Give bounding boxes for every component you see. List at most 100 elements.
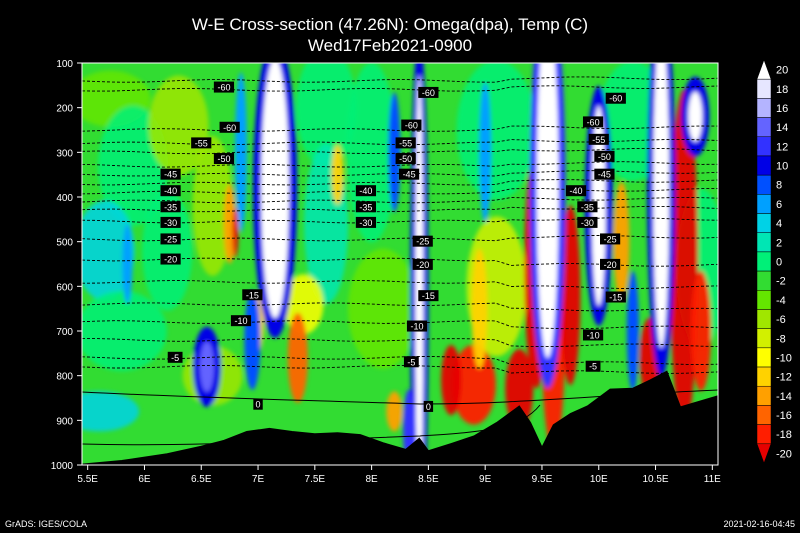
contour-label: -15 <box>422 291 435 301</box>
contour-label-bg <box>577 216 598 228</box>
contour-label: -45 <box>598 170 611 180</box>
x-tick-label: 8.5E <box>418 474 439 485</box>
contour-label-bg <box>423 400 434 412</box>
contour-label: -55 <box>399 138 412 148</box>
contour-label-bg <box>594 150 615 162</box>
contour-label: -10 <box>234 316 247 326</box>
contour-label-bg <box>395 153 416 165</box>
contour-label-bg <box>219 121 240 133</box>
contour-label-bg <box>582 116 604 128</box>
colorbar-label: -20 <box>776 448 792 460</box>
colorbar-cell <box>756 117 772 138</box>
colorbar-label: -14 <box>776 391 792 403</box>
colorbar-label: 8 <box>776 180 782 192</box>
colorbar-label: 4 <box>776 218 782 230</box>
contour-label-bg <box>230 315 252 327</box>
contour-label: -55 <box>195 138 208 148</box>
colorbar-cell <box>756 443 772 464</box>
colorbar-cell <box>756 309 772 329</box>
colorbar-label: 12 <box>776 141 788 153</box>
y-tick-label: 400 <box>56 193 73 204</box>
colorbar-label: -4 <box>776 295 786 307</box>
contour-label: -20 <box>604 260 617 270</box>
contour-label: -30 <box>581 218 594 228</box>
contour-label: -35 <box>164 202 177 212</box>
contour-label: -10 <box>587 330 600 340</box>
contour-label-bg <box>160 201 181 213</box>
colorbar-label: -16 <box>776 410 792 422</box>
contour-label-bg <box>605 92 626 104</box>
contour-label: -10 <box>411 322 424 332</box>
colorbar-label: 18 <box>776 84 788 96</box>
colorbar-cell <box>756 290 772 310</box>
colorbar-cell <box>756 213 772 233</box>
colorbar-cell <box>756 405 772 425</box>
contour-label: -15 <box>609 293 622 303</box>
contour-label-bg <box>600 233 621 245</box>
contour-label-bg <box>398 168 420 180</box>
contour-label-bg <box>355 185 377 197</box>
contour-label: -55 <box>592 135 605 145</box>
y-tick-label: 800 <box>56 372 73 383</box>
colorbar-label: 0 <box>776 257 782 269</box>
contour-label-bg <box>242 289 263 301</box>
x-tick-label: 10.5E <box>642 474 668 485</box>
x-tick-label: 9E <box>479 474 492 485</box>
contour-label-bg <box>160 185 181 197</box>
contour-label: -60 <box>223 123 236 133</box>
contour-label-bg <box>401 119 422 131</box>
contour-label-bg <box>191 137 212 149</box>
colorbar-cell <box>756 366 772 387</box>
contour-label-bg <box>577 201 598 213</box>
colorbar-cell <box>756 136 772 157</box>
x-tick-label: 8E <box>365 474 378 485</box>
contour-label: -45 <box>403 170 416 180</box>
x-tick-label: 9.5E <box>532 474 553 485</box>
colorbar: 20181614121086420-2-4-6-8-10-12-14-16-18… <box>756 59 792 464</box>
contour-label-bg <box>160 233 181 245</box>
contour-label: -60 <box>609 94 622 104</box>
x-tick-label: 5.5E <box>77 474 98 485</box>
colorbar-cell <box>756 174 772 195</box>
contour-label: -15 <box>246 290 259 300</box>
colorbar-label: 10 <box>776 161 788 173</box>
contour-label: -30 <box>164 218 177 228</box>
colorbar-cell <box>756 385 772 406</box>
contour-label-bg <box>605 291 626 303</box>
contour-label: -20 <box>416 260 429 270</box>
y-tick-label: 500 <box>56 238 73 249</box>
contour-label: -50 <box>217 154 230 164</box>
contour-label-bg <box>418 86 439 98</box>
contour-label: -30 <box>359 218 372 228</box>
colorbar-cell <box>756 232 772 253</box>
colorbar-cell <box>756 251 772 272</box>
contour-label: -40 <box>359 186 372 196</box>
colorbar-label: -6 <box>776 314 786 326</box>
y-axis: 100 200 300 400 500 600 700 800 900 1000 <box>51 59 82 472</box>
contour-label-bg <box>160 253 181 265</box>
contour-label-bg <box>213 81 235 93</box>
contour-label-bg <box>418 290 439 302</box>
contour-label: -35 <box>359 202 372 212</box>
terrain <box>82 370 718 465</box>
contour-label: 0 <box>256 400 261 410</box>
x-axis: 5.5E 6E 6.5E 7E 7.5E 8E 8.5E 9E 9.5E 10E 10.5E 11E <box>77 465 721 485</box>
chart-subtitle: Wed17Feb2021-0900 <box>308 36 472 55</box>
y-tick-label: 1000 <box>51 461 74 472</box>
contour-label-bg <box>412 235 433 247</box>
colorbar-label: 2 <box>776 237 782 249</box>
contour-label-bg <box>213 153 235 165</box>
contour-label: -35 <box>581 202 594 212</box>
contour-label: -50 <box>598 152 611 162</box>
contour-label: 0 <box>426 402 431 412</box>
contour-label: -60 <box>422 88 435 98</box>
x-tick-label: 10E <box>590 474 608 485</box>
colorbar-label: -8 <box>776 333 786 345</box>
y-tick-label: 700 <box>56 327 73 338</box>
contour-label: -25 <box>416 237 429 247</box>
colorbar-cell <box>756 98 772 118</box>
colorbar-label: -12 <box>776 372 792 384</box>
contour-label: -40 <box>570 186 583 196</box>
colorbar-cell <box>756 347 772 368</box>
contour-label-bg <box>395 137 416 149</box>
